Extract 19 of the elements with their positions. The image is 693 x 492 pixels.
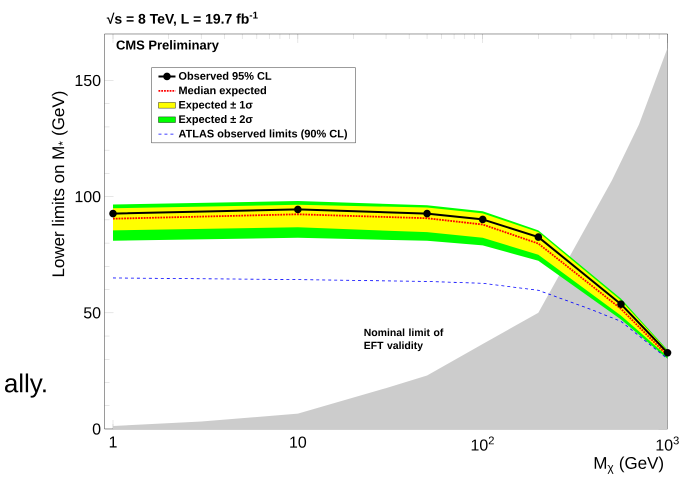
annotation: CMS Preliminary — [116, 40, 219, 52]
y-tick-label: 50 — [84, 307, 100, 318]
x-tick-label: 10$^{2}$ — [472, 436, 494, 451]
x-tick-label: 1 — [110, 436, 117, 448]
x-tick-label: 10 — [290, 436, 306, 448]
legend-label: Observed 95% CL — [178, 72, 272, 80]
x-tick-label: 10$^{3}$ — [656, 436, 679, 451]
annotation: Nominal limit of EFT validity — [364, 328, 444, 352]
y-tick-label: 0 — [92, 423, 100, 435]
y-tick-label: 100 — [76, 190, 100, 202]
legend-label: Expected ± 1σ — [179, 100, 253, 111]
x-axis-title: M$_{χ}$ (GeV) — [594, 456, 663, 474]
legend-label: Expected ± 2σ — [179, 115, 253, 126]
y-tick-label: 150 — [76, 74, 100, 86]
chart-title: √s = 8 TeV, L = 19.7 fb$^{-1}$ — [106, 12, 258, 26]
legend-label: Median expected — [179, 86, 266, 96]
legend-label: ATLAS observed limits (90% CL) — [178, 129, 347, 140]
text: ally. — [5, 373, 46, 398]
y-axis-title: Lower limits on M$_{*}$ (GeV) — [52, 92, 68, 276]
